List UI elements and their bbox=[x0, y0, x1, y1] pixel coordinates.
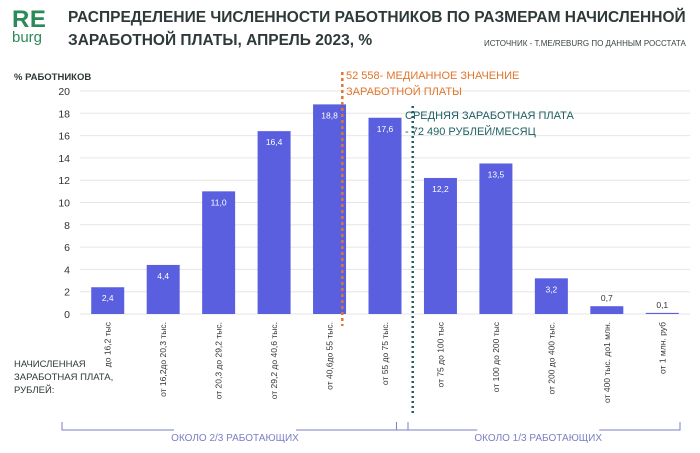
logo: RE burg bbox=[12, 6, 52, 46]
x-axis-label: НАЧИСЛЕННАЯ ЗАРАБОТНАЯ ПЛАТА, РУБЛЕЙ: bbox=[14, 359, 114, 396]
x-tick-label: от 100 до 200 тыс bbox=[491, 321, 501, 392]
x-tick-label: до 16,2 тыс bbox=[103, 321, 113, 367]
bracket-label: ОКОЛО 2/3 РАБОТАЮЩИХ bbox=[171, 433, 299, 444]
bar bbox=[146, 264, 180, 314]
x-tick-label: от 200 до 400 тыс. bbox=[546, 322, 556, 395]
data-label: 3,2 bbox=[545, 284, 557, 294]
data-label: 0,1 bbox=[656, 300, 668, 310]
x-tick-label: от 75 до 100 тыс bbox=[435, 321, 445, 387]
y-tick-label: 8 bbox=[64, 220, 70, 232]
reference-lines bbox=[341, 72, 414, 415]
median-annotation-line-2: ЗАРАБОТНОЙ ПЛАТЫ bbox=[346, 86, 462, 98]
x-tick-label: от 55 до 75 тыс. bbox=[380, 322, 390, 385]
y-tick-label: 0 bbox=[64, 309, 70, 321]
bracket-label: ОКОЛО 1/3 РАБОТАЮЩИХ bbox=[474, 433, 602, 444]
x-tick-label: от 20,3 до 29,2 тыс. bbox=[214, 322, 224, 399]
x-tick-label: от 16,2до 20,3 тыс. bbox=[158, 322, 168, 397]
y-tick-label: 2 bbox=[64, 287, 70, 299]
data-label: 4,4 bbox=[157, 271, 169, 281]
x-tick-label: от 400 тыс. до1 млн. bbox=[602, 322, 612, 403]
bars bbox=[91, 104, 679, 314]
x-tick-label: от 29,2 до 40,6 тыс. bbox=[269, 322, 279, 399]
logo-burg: burg bbox=[12, 29, 43, 46]
median-annotation: 52 558- МЕДИАННОЕ ЗНАЧЕНИЕ ЗАРАБОТНОЙ ПЛ… bbox=[346, 68, 519, 100]
x-tick-label: от 1 млн. руб bbox=[657, 322, 667, 374]
y-tick-label: 14 bbox=[58, 153, 70, 165]
data-label: 18,8 bbox=[321, 110, 338, 120]
data-label: 12,2 bbox=[432, 184, 449, 194]
data-label: 13,5 bbox=[488, 169, 505, 179]
bracket-gap bbox=[477, 428, 600, 432]
median-annotation-line-1: 52 558- МЕДИАННОЕ ЗНАЧЕНИЕ bbox=[346, 70, 520, 82]
bar bbox=[423, 177, 457, 314]
chart-title: РАСПРЕДЕЛЕНИЕ ЧИСЛЕННОСТИ РАБОТНИКОВ ПО … bbox=[68, 9, 686, 49]
bar bbox=[368, 117, 402, 314]
bar bbox=[645, 312, 679, 314]
y-tick-label: 20 bbox=[58, 86, 70, 98]
bar bbox=[257, 131, 291, 314]
average-annotation: СРЕДНЯЯ ЗАРАБОТНАЯ ПЛАТА - 72 490 РУБЛЕЙ… bbox=[405, 108, 574, 140]
data-label: 0,7 bbox=[601, 293, 613, 303]
bar bbox=[479, 163, 513, 314]
data-label: 11,0 bbox=[211, 197, 227, 207]
bar bbox=[590, 306, 624, 314]
source-note: ИСТОЧНИК - T.ME/REBURG ПО ДАННЫМ РОССТАТ… bbox=[484, 39, 686, 48]
labels: % РАБОТНИКОВ 0 2 4 6 8 10 12 14 16 18 20 2,4 до 16,2 … bbox=[14, 72, 668, 403]
y-axis-label: % РАБОТНИКОВ bbox=[14, 72, 91, 83]
data-label: 16,4 bbox=[266, 137, 283, 147]
group-brackets: ОКОЛО 2/3 РАБОТАЮЩИХ ОКОЛО 1/3 РАБОТАЮЩИХ bbox=[61, 422, 681, 444]
bar bbox=[534, 278, 568, 314]
bracket-gap bbox=[174, 428, 296, 432]
logo-re: RE bbox=[12, 6, 47, 33]
y-tick-label: 10 bbox=[58, 198, 70, 210]
y-tick-label: 12 bbox=[58, 175, 70, 187]
average-annotation-line-1: СРЕДНЯЯ ЗАРАБОТНАЯ ПЛАТА bbox=[405, 110, 574, 122]
data-label: 2,4 bbox=[102, 293, 114, 303]
y-tick-label: 6 bbox=[64, 242, 70, 254]
y-tick-label: 4 bbox=[64, 264, 70, 276]
x-tick-label: от 40,6до 55 тыс. bbox=[325, 322, 335, 390]
data-label: 17,6 bbox=[377, 124, 394, 134]
bar bbox=[313, 104, 347, 314]
average-annotation-line-2: - 72 490 РУБЛЕЙ/МЕСЯЦ bbox=[405, 126, 536, 138]
y-tick-label: 18 bbox=[58, 108, 70, 120]
bar bbox=[202, 191, 236, 314]
y-tick-label: 16 bbox=[58, 131, 70, 143]
bar bbox=[91, 287, 125, 314]
